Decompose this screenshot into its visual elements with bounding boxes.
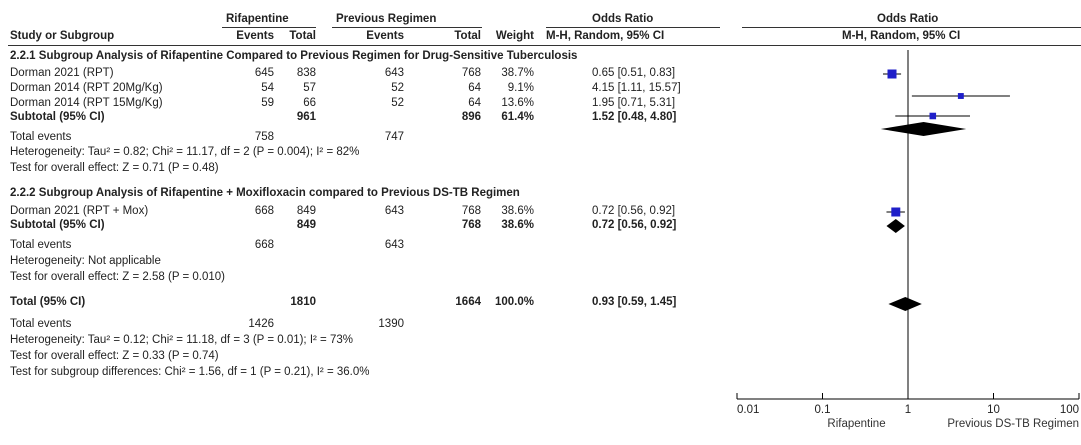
- favours-right-label: Previous DS-TB Regimen: [947, 418, 1079, 430]
- favours-left-label: Rifapentine: [827, 418, 885, 430]
- study-point-square: [930, 113, 937, 120]
- study-point-square: [891, 208, 900, 217]
- pooled-diamond: [886, 219, 904, 233]
- pooled-diamond: [881, 122, 967, 136]
- x-tick-label: 1: [905, 404, 911, 416]
- study-point-square: [958, 93, 964, 99]
- x-tick-label: 10: [987, 404, 1000, 416]
- x-tick-label: 0.1: [815, 404, 831, 416]
- study-point-square: [888, 70, 897, 79]
- pooled-diamond: [888, 297, 921, 311]
- x-tick-label: 0.01: [737, 404, 759, 416]
- x-tick-label: 100: [1060, 404, 1079, 416]
